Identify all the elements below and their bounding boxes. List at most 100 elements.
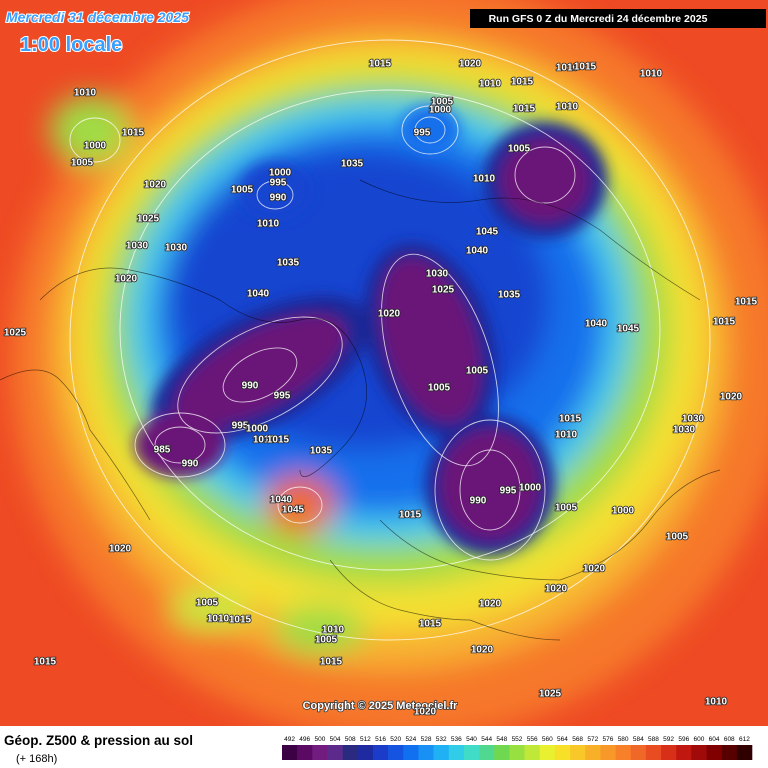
isobar-label: 1000 [84, 141, 107, 152]
isobar-label: 1025 [432, 285, 455, 296]
isobar-label: 990 [182, 459, 199, 470]
colorbar-swatch [539, 745, 556, 760]
colorbar-swatch [357, 745, 374, 760]
map-time: 1:00 locale [20, 34, 122, 56]
colorbar-swatch [342, 745, 359, 760]
isobar-label: 995 [500, 486, 517, 497]
isobar-label: 1040 [466, 246, 489, 257]
colorbar-label: 608 [724, 736, 735, 743]
colorbar-swatch [418, 745, 434, 760]
colorbar-swatch [494, 745, 510, 760]
coastlines [0, 179, 721, 641]
colorbar-swatch [615, 745, 632, 760]
isobar-label: 1015 [267, 435, 290, 446]
isobar-label: 1000 [429, 105, 452, 116]
colorbar-swatch [585, 745, 601, 760]
isobar-label: 1015 [559, 414, 582, 425]
run-box [470, 9, 766, 28]
isobar-label: 985 [154, 445, 171, 456]
colorbar-swatch [479, 745, 495, 760]
colorbar-label: 524 [405, 736, 416, 743]
isobar-label: 1005 [666, 532, 689, 543]
colorbar-label: 612 [739, 736, 750, 743]
isobar-label: 1010 [257, 219, 280, 230]
colorbar-swatch [433, 745, 450, 760]
colorbar-swatch [388, 745, 404, 760]
colorbar-label: 500 [314, 736, 325, 743]
isobar-label: 1020 [414, 707, 437, 718]
isobar-label: 1035 [277, 258, 300, 269]
isobar-label: 1015 [320, 657, 343, 668]
colorbar-swatch [736, 745, 753, 760]
isobar-label: 1005 [428, 383, 451, 394]
isobar-label: 1020 [144, 180, 167, 191]
colorbar-swatch [297, 745, 313, 760]
colorbar-swatch [706, 745, 722, 760]
isobar-label: 1035 [310, 446, 333, 457]
colorbar-label: 508 [345, 736, 356, 743]
isobar-label: 1010 [705, 697, 728, 708]
isobar-label: 1015 [511, 77, 534, 88]
colorbar-label: 588 [648, 736, 659, 743]
colorbar-swatch [645, 745, 662, 760]
isobar-label: 1015 [34, 657, 57, 668]
colorbar-label: 540 [466, 736, 477, 743]
isobar-label: 1020 [479, 599, 502, 610]
colorbar-label: 600 [694, 736, 705, 743]
footer-title: Géop. Z500 & pression au sol [4, 733, 193, 748]
isobar-label: 1030 [426, 269, 449, 280]
isobar-label: 1010 [556, 63, 579, 74]
copyright: Copyright © 2025 Meteociel.fr [303, 700, 459, 712]
isobar-label: 1000 [612, 506, 635, 517]
isobar-label: 1015 [574, 62, 597, 73]
colorbar-label: 520 [390, 736, 401, 743]
isobar-label: 1005 [431, 97, 454, 108]
colorbar-label: 556 [527, 736, 538, 743]
isobar-label: 1015 [399, 510, 422, 521]
isobar-label: 1005 [466, 366, 489, 377]
footer-lead: (+ 168h) [16, 753, 57, 765]
colorbar-label: 560 [542, 736, 553, 743]
colorbar-label: 584 [633, 736, 644, 743]
colorbar-label: 596 [678, 736, 689, 743]
colorbar-label: 536 [451, 736, 462, 743]
colorbar-swatch [312, 745, 328, 760]
isobar-label: 1020 [720, 392, 743, 403]
isobar-label: 1025 [4, 328, 27, 339]
isobar-label: 990 [242, 381, 259, 392]
colorbar-label: 512 [360, 736, 371, 743]
colorbar-swatch [570, 745, 586, 760]
map-date: Mercredi 31 décembre 2025 [6, 9, 189, 25]
isobar-label: 1040 [247, 289, 270, 300]
isobar-label: 1045 [282, 505, 305, 516]
colorbar-swatch [630, 745, 647, 760]
isobar-label: 1010 [207, 614, 230, 625]
colorbar-swatch [403, 745, 419, 760]
isobar-label: 990 [470, 496, 487, 507]
isobar-label: 1030 [673, 425, 696, 436]
isobar-label: 1010 [74, 88, 97, 99]
colorbar-swatch [509, 745, 525, 760]
colorbar-swatch [282, 745, 298, 760]
isobar-label: 1035 [498, 290, 521, 301]
isobar-label: 1015 [229, 615, 252, 626]
isobar-label: 1025 [137, 214, 160, 225]
colorbar-swatch [327, 745, 343, 760]
colorbar-label: 528 [421, 736, 432, 743]
isobar-label: 995 [232, 421, 249, 432]
colorbar-swatch [721, 745, 738, 760]
colorbar-swatch [524, 745, 541, 760]
isobar-label: 1010 [555, 430, 578, 441]
isobar-label: 995 [270, 178, 287, 189]
isobar-label: 1000 [519, 483, 542, 494]
isobar-label: 1010 [473, 174, 496, 185]
run-info: Run GFS 0 Z du Mercredi 24 décembre 2025 [489, 13, 708, 25]
isobar-label: 1005 [231, 185, 254, 196]
isobar-label: 1045 [617, 324, 640, 335]
isobar-label: 1030 [165, 243, 188, 254]
colorbar-label: 548 [496, 736, 507, 743]
isobar-label: 1030 [126, 241, 149, 252]
isobar-label: 1005 [315, 635, 338, 646]
